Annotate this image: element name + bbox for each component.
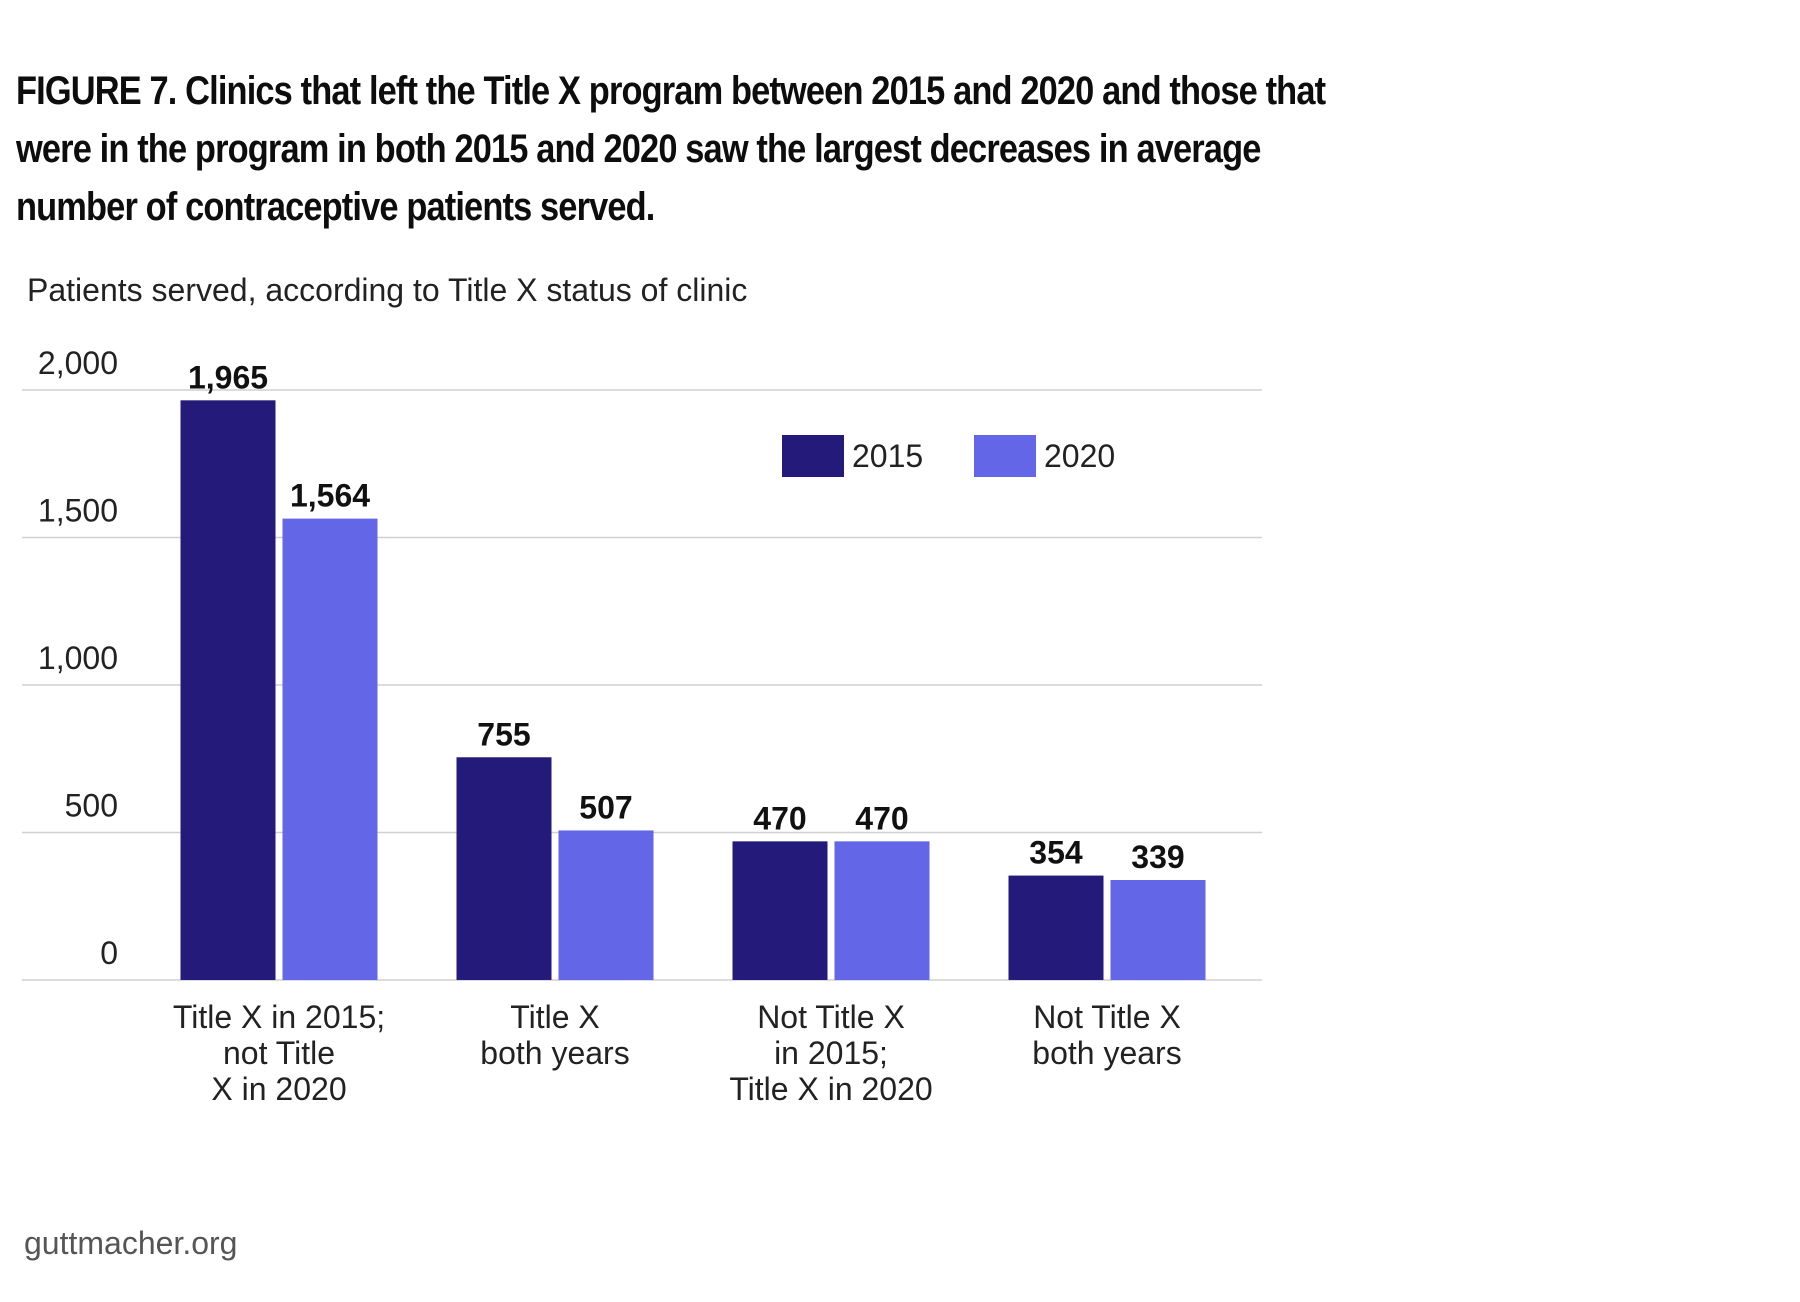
y-tick-label: 1,500	[38, 493, 118, 529]
category-label-line: both years	[1032, 1035, 1181, 1071]
y-tick-label: 1,000	[38, 640, 118, 676]
category-labels: Title X in 2015; not Title X in 2020Title …	[173, 999, 1182, 1107]
bar-value-label: 1,564	[290, 478, 370, 514]
bar-value-label: 507	[579, 789, 632, 825]
category-label-line: Not Title X	[757, 999, 905, 1035]
category-label-line: not Title	[223, 1035, 335, 1071]
y-tick-label: 0	[100, 935, 118, 971]
category-label-line: Not Title X	[1033, 999, 1181, 1035]
y-tick-label: 500	[65, 788, 118, 824]
category-label-line: both years	[480, 1035, 629, 1071]
bar-2015-0	[180, 400, 276, 980]
bar-value-label: 755	[477, 716, 530, 752]
category-label-line: X in 2020	[211, 1071, 346, 1107]
bar-2020-0	[282, 518, 378, 980]
bar-value-label: 1,965	[188, 359, 268, 395]
bar-2015-1	[456, 757, 552, 980]
category-label-line: Title X in 2020	[729, 1071, 932, 1107]
category-label-line: Title X	[510, 999, 600, 1035]
bar-2015-3	[1008, 875, 1104, 980]
legend-label-2020: 2020	[1044, 438, 1115, 474]
category-label-line: Title X in 2015;	[173, 999, 385, 1035]
bar-value-label: 470	[855, 800, 908, 836]
legend: 2015 2020	[782, 435, 1115, 477]
bar-2020-1	[558, 830, 654, 980]
y-tick-label: 2,000	[38, 345, 118, 381]
y-axis-tick-labels: 0 500 1,000 1,500 2,000	[38, 345, 118, 971]
bar-value-label: 339	[1131, 839, 1184, 875]
bar-value-labels: 1,965 755 470 354 1,564 507 470 339	[188, 359, 1185, 875]
bar-2015-2	[732, 841, 828, 980]
bar-2020-2	[834, 841, 930, 980]
bars	[180, 400, 1206, 980]
legend-label-2015: 2015	[852, 438, 923, 474]
source-note: guttmacher.org	[24, 1225, 238, 1261]
chart-subtitle: Patients served, according to Title X st…	[27, 272, 748, 308]
legend-swatch-2015	[782, 435, 844, 477]
chart-title: FIGURE 7. Clinics that left the Title X …	[16, 69, 1326, 229]
bar-2020-3	[1110, 879, 1206, 980]
bar-value-label: 470	[753, 800, 806, 836]
bar-value-label: 354	[1029, 835, 1083, 871]
legend-swatch-2020	[974, 435, 1036, 477]
category-label-line: in 2015;	[774, 1035, 888, 1071]
category-label: Title X in 2015; not Title X in 2020	[173, 999, 385, 1107]
